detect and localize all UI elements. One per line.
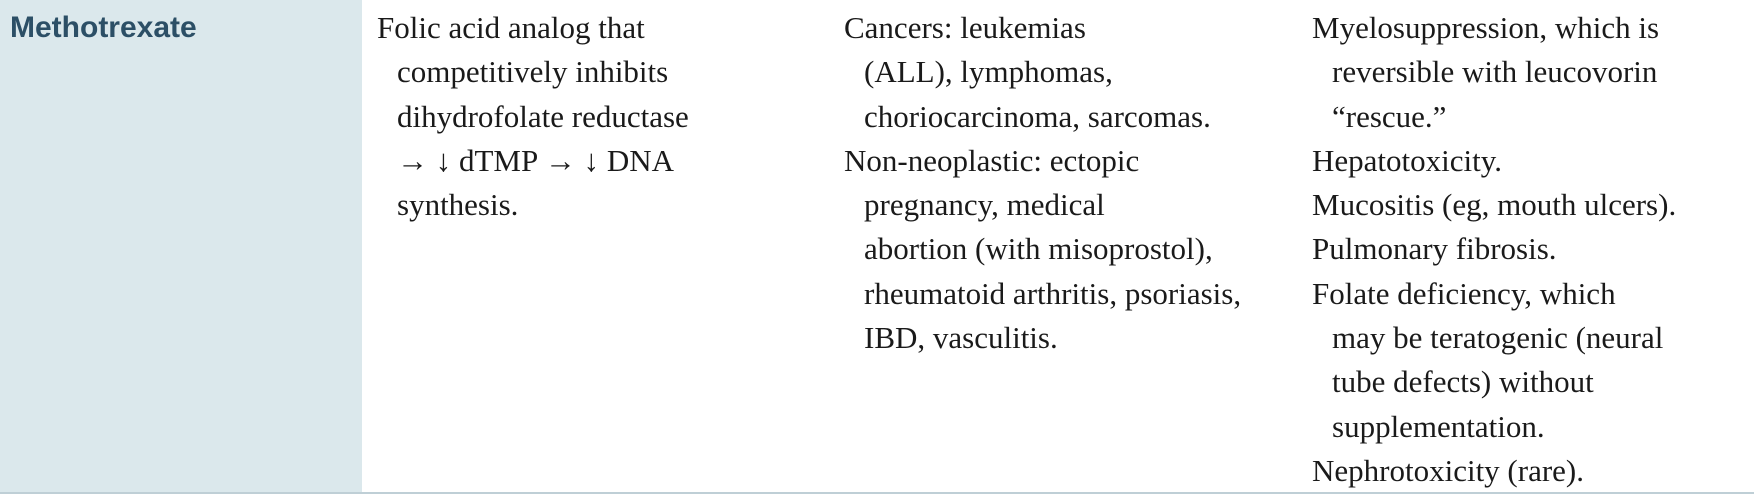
clinical-use-line: Non-neoplastic: ectopic: [844, 142, 1140, 178]
adverse-effect-line: tube defects) without: [1332, 364, 1594, 400]
adverse-effect-line: reversible with leucovorin: [1332, 54, 1658, 90]
clinical-use-line: pregnancy, medical: [864, 187, 1105, 223]
adverse-effect-line: Hepatotoxicity.: [1312, 142, 1502, 178]
adverse-effect-line: Nephrotoxicity (rare).: [1312, 452, 1584, 488]
clinical-use-line: Cancers: leukemias: [844, 10, 1086, 45]
adverse-effect-line: Folate deficiency, which: [1312, 275, 1616, 311]
mechanism-line: → ↓ dTMP → ↓ DNA: [397, 142, 675, 178]
adverse-effect-entry-folate-deficiency: Folate deficiency, which may be teratoge…: [1312, 272, 1754, 449]
mechanism-line: synthesis.: [397, 187, 519, 223]
drug-name: Methotrexate: [10, 11, 197, 44]
adverse-effect-entry-mucositis: Mucositis (eg, mouth ulcers).: [1312, 183, 1754, 227]
adverse-effects-cell: Myelosuppression, which is reversible wi…: [1312, 6, 1754, 493]
clinical-use-line: choriocarcinoma, sarcomas.: [864, 98, 1211, 134]
adverse-effect-line: Pulmonary fibrosis.: [1312, 231, 1557, 267]
adverse-effect-line: Myelosuppression, which is: [1312, 10, 1660, 45]
adverse-effect-line: may be teratogenic (neural: [1332, 320, 1664, 356]
adverse-effect-entry-myelosuppression: Myelosuppression, which is reversible wi…: [1312, 6, 1754, 139]
mechanism-line: Folic acid analog that: [377, 10, 645, 45]
clinical-use-line: IBD, vasculitis.: [864, 320, 1058, 356]
adverse-effect-line: supplementation.: [1332, 408, 1545, 444]
clinical-use-line: rheumatoid arthritis, psoriasis,: [864, 275, 1242, 311]
clinical-use-line: (ALL), lymphomas,: [864, 54, 1113, 90]
drug-name-cell: Methotrexate: [0, 0, 362, 492]
adverse-effect-entry-hepatotoxicity: Hepatotoxicity.: [1312, 139, 1754, 183]
mechanism-line: competitively inhibits: [397, 54, 669, 90]
clinical-use-entry-non-neoplastic: Non-neoplastic: ectopic pregnancy, medic…: [844, 139, 1304, 360]
adverse-effect-entry-pulmonary-fibrosis: Pulmonary fibrosis.: [1312, 227, 1754, 271]
adverse-effect-line: Mucositis (eg, mouth ulcers).: [1312, 187, 1677, 223]
clinical-use-cell: Cancers: leukemias (ALL), lymphomas, cho…: [844, 6, 1304, 360]
mechanism-line: dihydrofolate reductase: [397, 98, 689, 134]
adverse-effect-line: “rescue.”: [1332, 98, 1447, 134]
mechanism-entry: Folic acid analog that competitively inh…: [377, 6, 817, 227]
adverse-effect-entry-nephrotoxicity: Nephrotoxicity (rare).: [1312, 449, 1754, 493]
clinical-use-line: abortion (with misoprostol),: [864, 231, 1213, 267]
mechanism-cell: Folic acid analog that competitively inh…: [377, 6, 817, 227]
clinical-use-entry-cancers: Cancers: leukemias (ALL), lymphomas, cho…: [844, 6, 1304, 139]
